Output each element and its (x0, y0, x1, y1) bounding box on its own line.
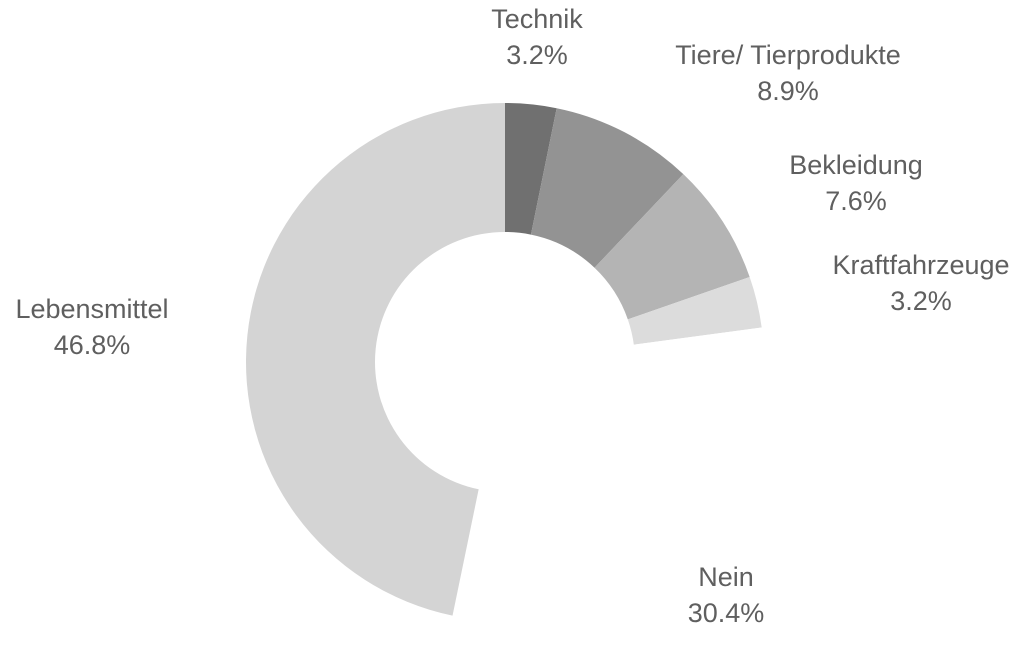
slice-value-nein: 30.4% (688, 598, 765, 628)
slice-label-bekleidung: Bekleidung (789, 150, 923, 180)
slice-value-bekleidung: 7.6% (825, 186, 887, 216)
slice-label-kraftfahrzeuge: Kraftfahrzeuge (832, 250, 1009, 280)
slice-value-tiere-tierprodukte: 8.9% (757, 76, 819, 106)
slice-kraftfahrzeuge (627, 277, 762, 345)
slice-label-nein: Nein (698, 562, 754, 592)
slice-label-lebensmittel: Lebensmittel (15, 294, 168, 324)
slice-bekleidung (594, 174, 750, 320)
slice-value-lebensmittel: 46.8% (54, 330, 131, 360)
slice-value-kraftfahrzeuge: 3.2% (890, 286, 952, 316)
slice-nein (452, 327, 764, 621)
slice-lebensmittel (246, 103, 506, 616)
slice-technik (505, 103, 557, 235)
slice-label-technik: Technik (491, 4, 583, 34)
slice-tiere-tierprodukte (530, 108, 684, 268)
slice-label-tiere-tierprodukte: Tiere/ Tierprodukte (675, 40, 901, 70)
slice-value-technik: 3.2% (506, 40, 568, 70)
